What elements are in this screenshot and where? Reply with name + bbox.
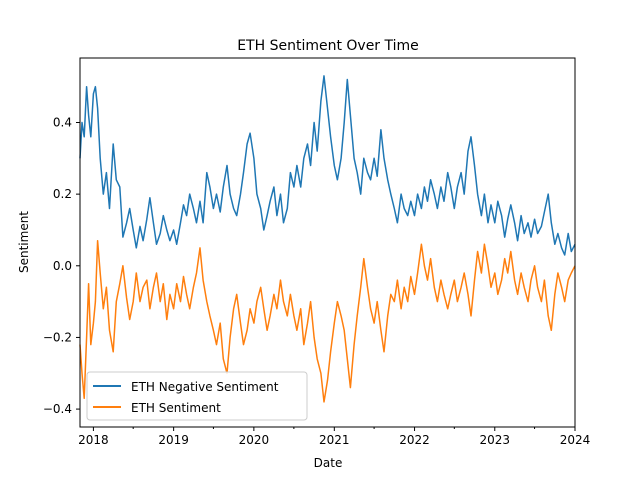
y-tick-label-2: 0.0	[53, 259, 72, 273]
plot-frame	[79, 57, 576, 428]
series-layer	[79, 75, 576, 403]
series-line-1	[79, 239, 576, 403]
x-tick-label-4: 2022	[399, 433, 430, 447]
x-tick-label-2: 2020	[239, 433, 270, 447]
legend: ETH Negative Sentiment ETH Sentiment	[86, 371, 308, 421]
x-axis-label: Date	[314, 456, 343, 470]
series-line-0	[79, 75, 576, 256]
x-tick-label-0: 2018	[78, 433, 109, 447]
chart-title: ETH Sentiment Over Time	[237, 38, 419, 54]
y-tick-label-3: 0.2	[53, 187, 72, 201]
x-axis: 2018 2019 2020 2021 2022 2023 2024	[78, 427, 590, 447]
y-axis-label: Sentiment	[17, 211, 31, 273]
legend-box	[86, 371, 308, 421]
legend-label-sentiment: ETH Sentiment	[131, 401, 221, 415]
y-tick-label-0: −0.4	[43, 402, 72, 416]
y-tick-label-1: −0.2	[43, 330, 72, 344]
legend-label-negative: ETH Negative Sentiment	[131, 380, 279, 394]
x-tick-label-1: 2019	[158, 433, 189, 447]
x-tick-label-5: 2023	[479, 433, 510, 447]
x-tick-label-3: 2021	[319, 433, 350, 447]
y-axis: −0.4 −0.2 0.0 0.2 0.4	[43, 115, 80, 416]
x-tick-label-6: 2024	[560, 433, 591, 447]
y-tick-label-4: 0.4	[53, 115, 72, 129]
